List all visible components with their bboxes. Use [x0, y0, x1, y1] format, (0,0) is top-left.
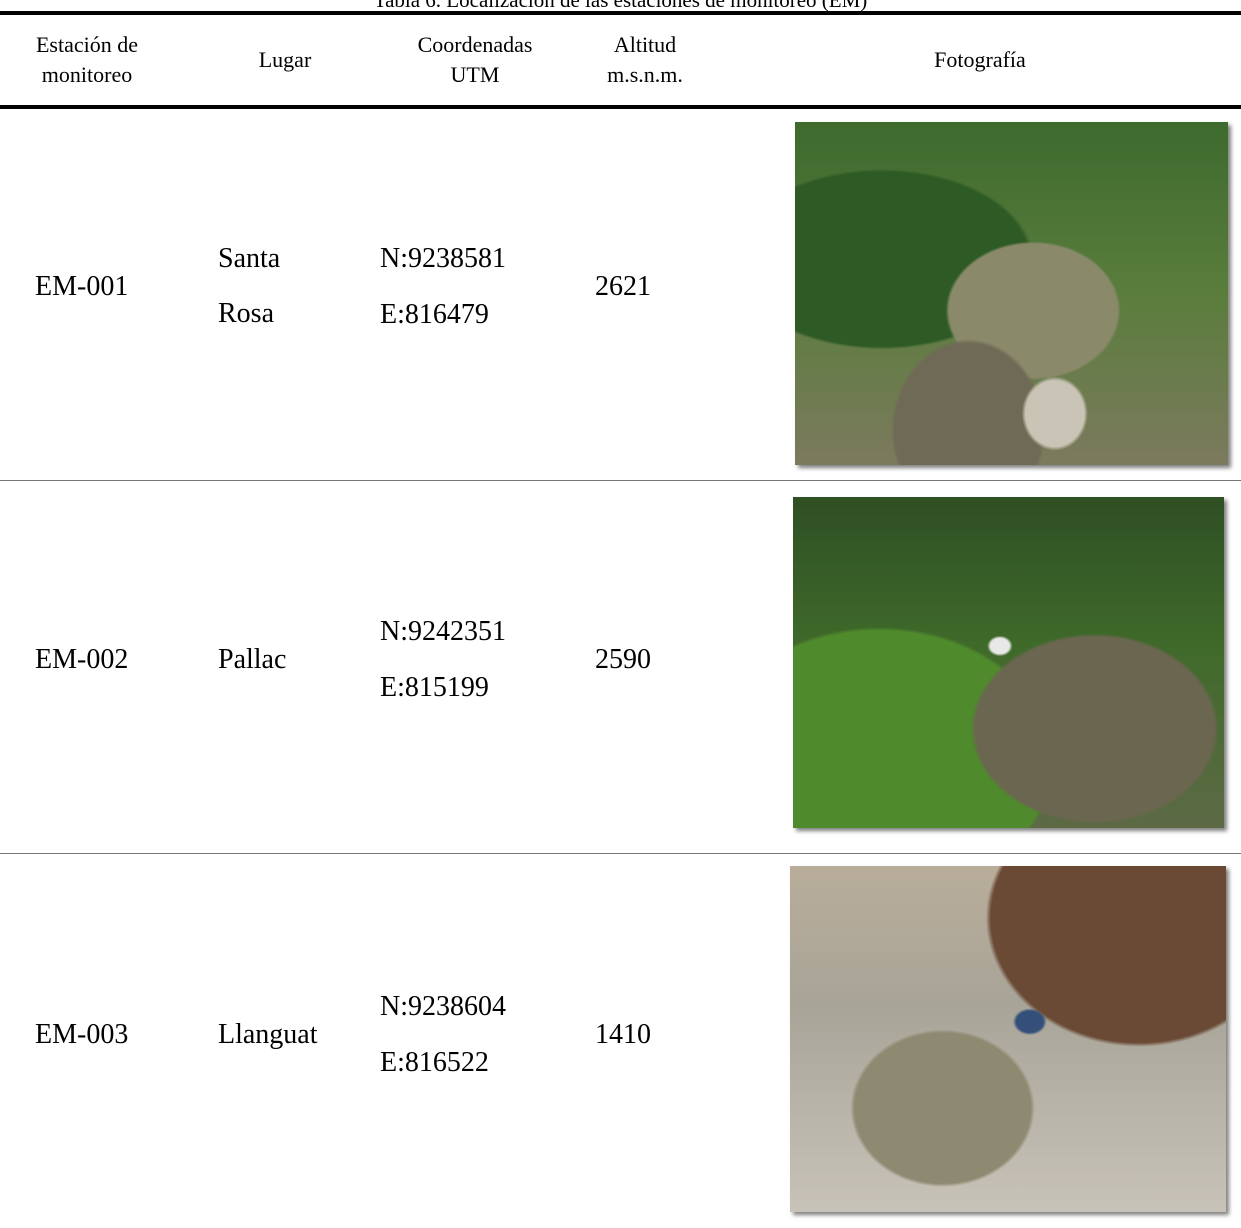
station-cell: EM-001 [35, 271, 129, 302]
column-header: Lugar [258, 47, 312, 72]
column-header: Coordenadas UTM [417, 32, 533, 87]
north-cell: N:9242351 [380, 616, 506, 647]
east-cell: E:815199 [380, 672, 489, 703]
column-header: Estación de monitoreo [35, 32, 139, 87]
column-header: Fotografía [934, 47, 1026, 72]
place-cell: Pallac [218, 643, 287, 675]
photo [793, 497, 1224, 828]
row-rule [0, 853, 1241, 854]
station-cell: EM-003 [35, 1019, 129, 1050]
altitude-cell: 2590 [595, 644, 651, 675]
altitude-cell: 2621 [595, 271, 651, 302]
east-cell: E:816522 [380, 1047, 489, 1078]
row-rule [0, 480, 1241, 481]
place-cell: Llanguat [218, 1018, 318, 1050]
north-cell: N:9238604 [380, 991, 506, 1022]
altitude-cell: 1410 [595, 1019, 651, 1050]
top-rule [0, 11, 1241, 15]
header-rule [0, 105, 1241, 109]
station-cell: EM-002 [35, 644, 129, 675]
place-cell: Santa Rosa [218, 243, 281, 329]
east-cell: E:816479 [380, 299, 489, 330]
table-title: Tabla 6. Localización de las estaciones … [373, 0, 868, 12]
photo [795, 122, 1228, 465]
north-cell: N:9238581 [380, 243, 506, 274]
column-header: Altitud m.s.n.m. [607, 32, 683, 87]
photo [790, 866, 1226, 1212]
